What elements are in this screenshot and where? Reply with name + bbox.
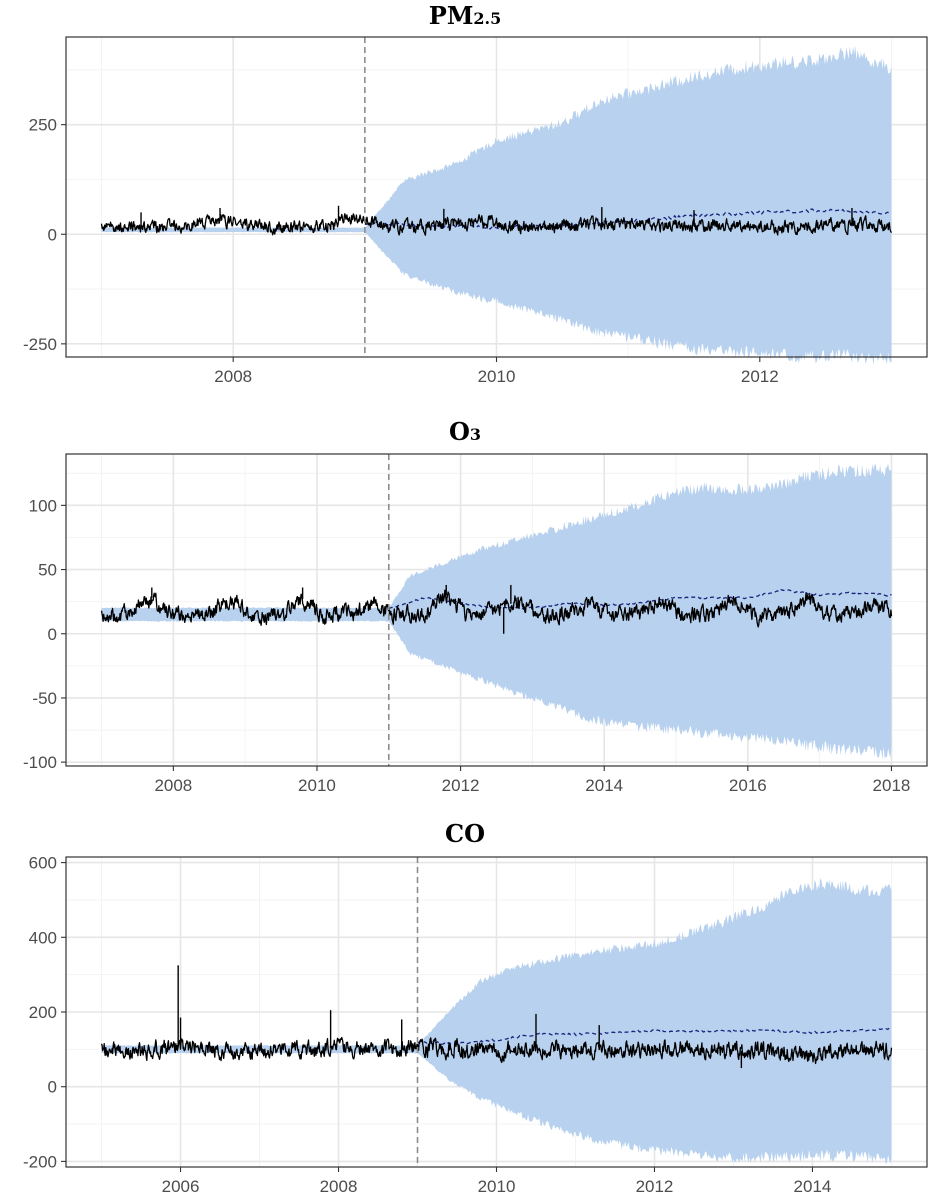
chart-title: O3 [449, 417, 481, 446]
y-tick-label: -50 [32, 689, 57, 708]
chart-o3: O3 2008 2010 2012 2014 2016 2018 -100 -50 0 50 100 [23, 417, 928, 795]
y-tick-label: 200 [29, 1003, 57, 1022]
y-tick-label: -250 [23, 335, 57, 354]
observed-line [100, 1036, 893, 1065]
y-tick-label: -100 [23, 753, 57, 772]
chart-title: CO [445, 819, 485, 848]
chart-co: CO 2006 2008 2010 2012 2014 -200 0 200 400 600 [23, 819, 928, 1196]
y-tick-label: 400 [29, 928, 57, 947]
observed-line [100, 589, 893, 628]
chart-pm25: PM2.5 2008 2010 2012 -250 0 250 [23, 1, 928, 386]
x-tick-label: 2018 [873, 776, 911, 795]
prediction-band [101, 878, 892, 1165]
y-tick-label: -200 [23, 1152, 57, 1171]
y-tick-label: 50 [38, 561, 57, 580]
predicted-line [388, 588, 892, 610]
x-tick-label: 2010 [298, 776, 336, 795]
x-tick-label: 2012 [636, 1177, 674, 1196]
y-tick-label: 0 [48, 1078, 57, 1097]
x-tick-label: 2014 [794, 1177, 832, 1196]
y-tick-label: 250 [29, 116, 57, 135]
chart-title: PM2.5 [429, 1, 501, 30]
x-tick-label: 2008 [154, 776, 192, 795]
x-tick-label: 2010 [478, 1177, 516, 1196]
x-tick-label: 2008 [320, 1177, 358, 1196]
x-tick-label: 2014 [585, 776, 623, 795]
x-tick-label: 2006 [162, 1177, 200, 1196]
y-tick-label: 0 [48, 225, 57, 244]
y-tick-label: 100 [29, 496, 57, 515]
prediction-band [101, 45, 892, 365]
y-tick-label: 0 [48, 625, 57, 644]
x-tick-label: 2012 [741, 367, 779, 386]
x-tick-label: 2012 [442, 776, 480, 795]
observed-line [100, 213, 893, 236]
prediction-band [101, 463, 892, 760]
x-tick-label: 2008 [214, 367, 252, 386]
x-tick-label: 2016 [729, 776, 767, 795]
x-tick-label: 2010 [478, 367, 516, 386]
panel-border [65, 453, 928, 767]
y-tick-label: 600 [29, 854, 57, 873]
